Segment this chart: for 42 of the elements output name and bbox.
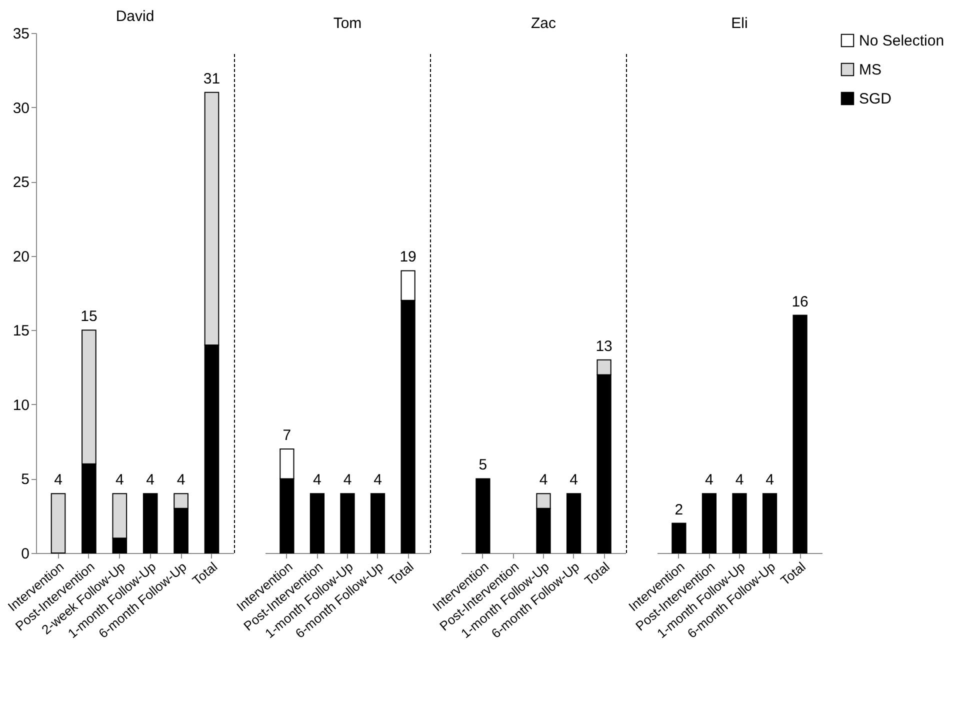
total-label: 4 (705, 472, 714, 489)
total-label: 31 (203, 70, 220, 88)
total-label: 4 (735, 472, 744, 489)
chart-title: Tom (333, 15, 362, 32)
total-label: 4 (176, 472, 186, 489)
bar (142, 493, 158, 554)
chart-title: Eli (731, 15, 748, 32)
total-label: 15 (80, 308, 98, 326)
legend-label: No Selection (859, 32, 944, 50)
y-tick-label: 10 (12, 396, 30, 414)
total-label: 4 (539, 472, 548, 489)
y-tick-label: 25 (12, 174, 30, 192)
total-label: 2 (674, 501, 684, 518)
legend-label: SGD (859, 90, 892, 108)
y-tick-label: 35 (12, 26, 30, 42)
bar (50, 493, 66, 554)
y-tick-label: 15 (12, 322, 30, 340)
total-label: 13 (596, 338, 612, 355)
legend-label: MS (859, 62, 882, 78)
y-tick-label: 30 (12, 100, 30, 117)
bar (340, 493, 355, 554)
total-label: 4 (115, 472, 124, 489)
y-tick-label: 5 (21, 471, 30, 488)
total-label: 4 (54, 472, 62, 489)
total-label: 4 (570, 472, 578, 489)
bar (476, 478, 490, 554)
chart-title: David (116, 8, 154, 25)
chart-title: Zac (530, 15, 556, 32)
total-label: 5 (478, 456, 488, 474)
y-tick-label: 0 (21, 546, 30, 562)
total-label: 4 (766, 472, 774, 489)
total-label: 7 (282, 427, 292, 444)
y-tick-label: 20 (12, 248, 30, 266)
total-label: 4 (343, 472, 352, 489)
total-label: 4 (146, 472, 155, 489)
total-label: 19 (400, 248, 416, 266)
total-label: 4 (313, 472, 322, 489)
bar (370, 493, 386, 554)
bar (310, 493, 325, 554)
bar (566, 493, 582, 554)
total-label: 4 (374, 472, 382, 489)
total-label: 16 (792, 293, 808, 310)
